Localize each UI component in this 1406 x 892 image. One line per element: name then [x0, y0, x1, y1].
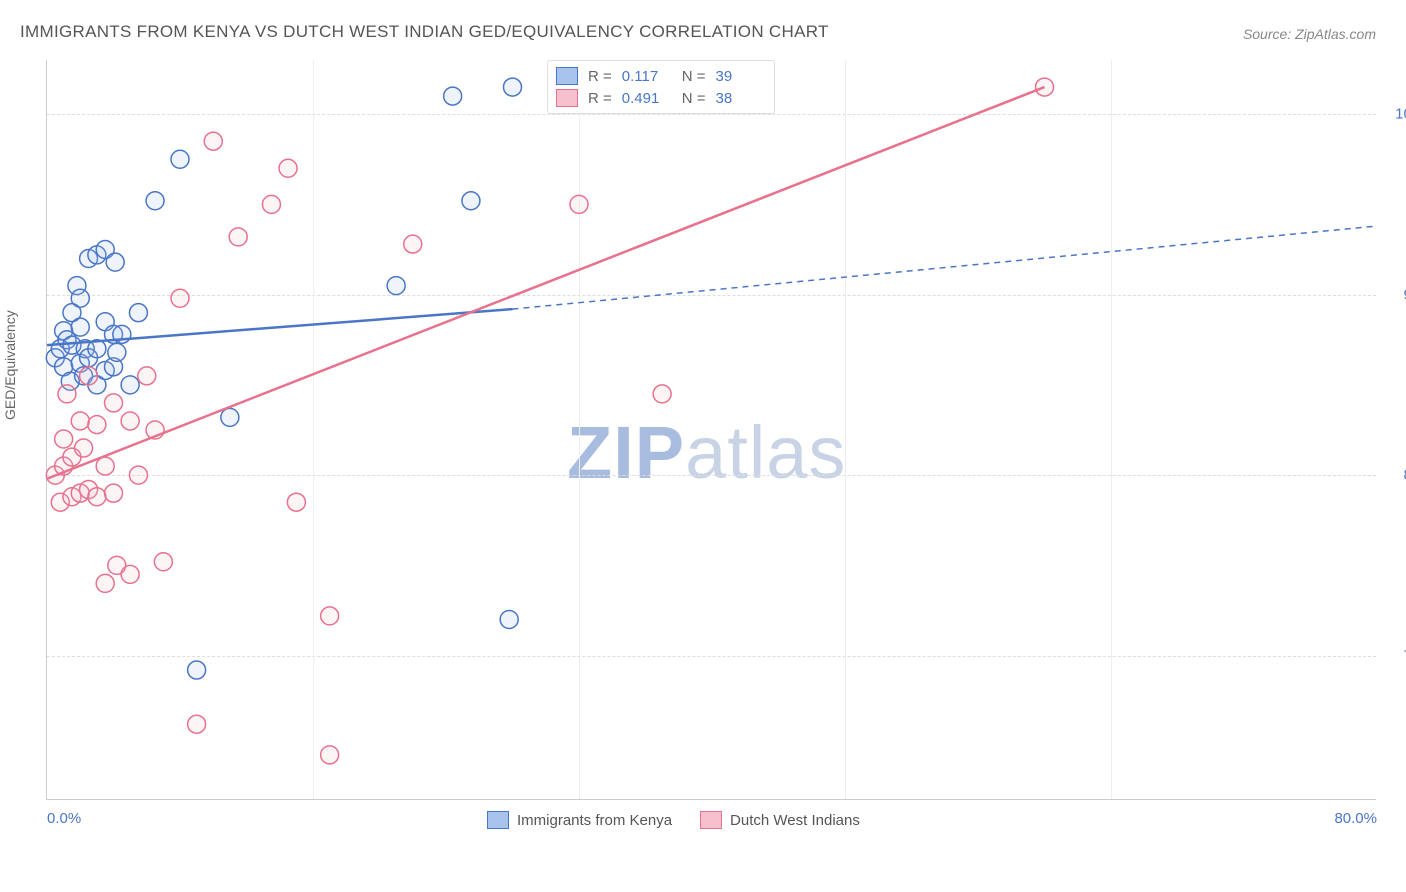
scatter-point	[321, 746, 339, 764]
r-label-0: R =	[588, 68, 612, 85]
legend-series: Immigrants from Kenya Dutch West Indians	[487, 811, 860, 829]
scatter-point	[105, 484, 123, 502]
scatter-point	[154, 553, 172, 571]
scatter-point	[387, 277, 405, 295]
source-link[interactable]: ZipAtlas.com	[1295, 26, 1376, 42]
legend-item-label-1: Dutch West Indians	[730, 812, 860, 829]
scatter-point	[188, 661, 206, 679]
source-label: Source:	[1243, 26, 1291, 42]
y-tick-label: 70.0%	[1386, 647, 1406, 664]
scatter-point	[96, 457, 114, 475]
scatter-point	[71, 289, 89, 307]
trend-line-extrapolated	[513, 226, 1378, 309]
scatter-point	[146, 192, 164, 210]
scatter-point	[96, 574, 114, 592]
scatter-point	[121, 376, 139, 394]
scatter-point	[279, 159, 297, 177]
scatter-point	[75, 439, 93, 457]
n-value-0: 39	[716, 68, 766, 85]
legend-item-label-0: Immigrants from Kenya	[517, 812, 672, 829]
scatter-point	[570, 195, 588, 213]
n-label-1: N =	[682, 90, 706, 107]
legend-stats: R = 0.117 N = 39 R = 0.491 N = 38	[547, 60, 775, 114]
chart-container: IMMIGRANTS FROM KENYA VS DUTCH WEST INDI…	[0, 0, 1406, 892]
trend-line	[47, 87, 1045, 479]
y-axis-label: GED/Equivalency	[2, 310, 18, 420]
legend-bottom-swatch-1	[700, 811, 722, 829]
legend-stats-row-0: R = 0.117 N = 39	[556, 65, 766, 87]
y-tick-label: 100.0%	[1386, 106, 1406, 123]
r-value-1: 0.491	[622, 90, 672, 107]
scatter-point	[129, 466, 147, 484]
n-label-0: N =	[682, 68, 706, 85]
scatter-point	[221, 408, 239, 426]
scatter-point	[138, 367, 156, 385]
scatter-point	[653, 385, 671, 403]
y-tick-label: 90.0%	[1386, 286, 1406, 303]
legend-item-0: Immigrants from Kenya	[487, 811, 672, 829]
scatter-point	[504, 78, 522, 96]
r-value-0: 0.117	[622, 68, 672, 85]
scatter-point	[287, 493, 305, 511]
scatter-point	[58, 385, 76, 403]
scatter-point	[462, 192, 480, 210]
scatter-point	[105, 394, 123, 412]
legend-swatch-0	[556, 67, 578, 85]
scatter-point	[404, 235, 422, 253]
scatter-point	[106, 253, 124, 271]
scatter-point	[108, 343, 126, 361]
x-tick-label: 80.0%	[1334, 810, 1377, 827]
scatter-point	[171, 150, 189, 168]
scatter-point	[71, 412, 89, 430]
x-tick-label: 0.0%	[47, 810, 81, 827]
scatter-svg	[47, 60, 1376, 799]
r-label-1: R =	[588, 90, 612, 107]
scatter-point	[121, 412, 139, 430]
scatter-point	[188, 715, 206, 733]
scatter-point	[71, 318, 89, 336]
scatter-point	[121, 565, 139, 583]
chart-title: IMMIGRANTS FROM KENYA VS DUTCH WEST INDI…	[20, 22, 829, 42]
n-value-1: 38	[716, 90, 766, 107]
scatter-point	[204, 132, 222, 150]
scatter-point	[444, 87, 462, 105]
scatter-point	[321, 607, 339, 625]
scatter-point	[80, 367, 98, 385]
scatter-point	[88, 488, 106, 506]
scatter-point	[129, 304, 147, 322]
legend-stats-row-1: R = 0.491 N = 38	[556, 87, 766, 109]
source-attribution: Source: ZipAtlas.com	[1243, 26, 1376, 42]
plot-area: ZIPatlas 70.0%80.0%90.0%100.0% 0.0%80.0%…	[46, 60, 1376, 800]
legend-bottom-swatch-0	[487, 811, 509, 829]
scatter-point	[55, 430, 73, 448]
y-tick-label: 80.0%	[1386, 467, 1406, 484]
legend-item-1: Dutch West Indians	[700, 811, 860, 829]
scatter-point	[171, 289, 189, 307]
scatter-point	[88, 416, 106, 434]
scatter-point	[229, 228, 247, 246]
scatter-point	[500, 611, 518, 629]
legend-swatch-1	[556, 89, 578, 107]
scatter-point	[262, 195, 280, 213]
